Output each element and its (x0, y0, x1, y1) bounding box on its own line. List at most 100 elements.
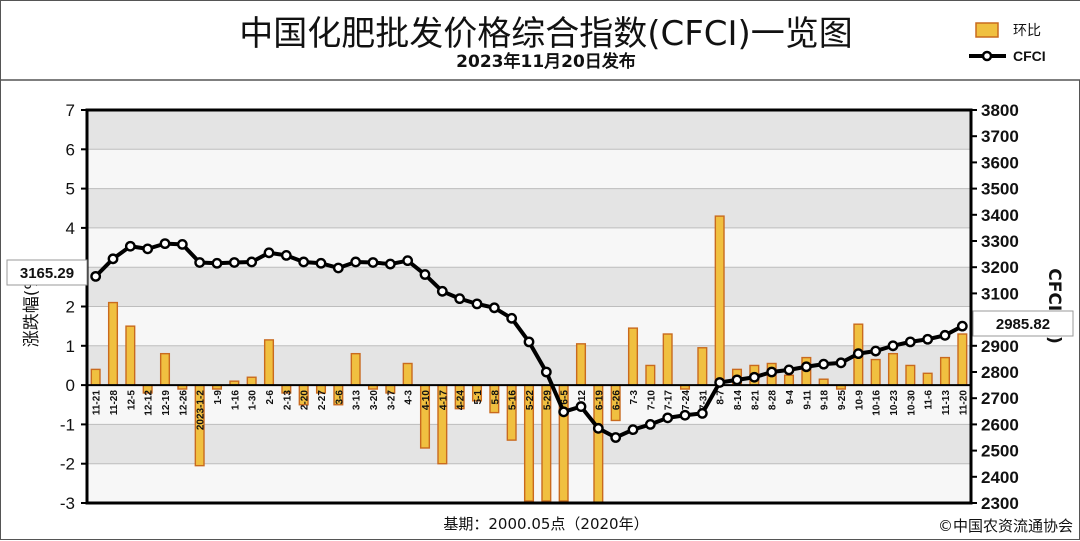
grid-band (87, 149, 971, 189)
cfci-point-10-23 (887, 340, 899, 352)
end-value-label: 2985.82 (996, 316, 1050, 333)
cfci-point-7-17 (662, 412, 674, 424)
right-tick-label: 3700 (981, 127, 1019, 146)
cfci-point-11-21 (90, 270, 102, 282)
x-tick-label: 5-29 (542, 390, 553, 410)
right-tick-label: 3500 (981, 180, 1019, 199)
x-tick-label: 6-12 (577, 390, 588, 410)
x-tick-label: 7-17 (664, 390, 675, 410)
cfci-point-5-8 (488, 302, 500, 314)
bar-4-3 (402, 362, 413, 386)
bar-7-3 (627, 327, 639, 386)
bar-7-31 (697, 347, 708, 386)
x-tick-label: 3-13 (352, 390, 363, 410)
cfci-point-12-12 (142, 243, 154, 255)
x-tick-label: 10-23 (889, 390, 900, 416)
right-tick-label: 3600 (981, 153, 1019, 172)
x-tick-label: 7-31 (698, 390, 709, 410)
x-tick-label: 10-16 (872, 390, 883, 416)
bar-7-10 (645, 364, 656, 386)
left-tick-label: 1 (66, 337, 75, 356)
x-tick-label: 2023-1-2 (196, 390, 207, 430)
bar-2-6 (263, 339, 275, 386)
cfci-point-7-31 (696, 407, 708, 419)
x-tick-label: 9-25 (837, 390, 848, 410)
x-tick-label: 3-27 (386, 390, 397, 410)
cfci-point-10-30 (904, 336, 916, 348)
start-value-label: 3165.29 (20, 265, 74, 282)
x-tick-label: 4-10 (421, 390, 432, 410)
right-tick-label: 2600 (981, 415, 1019, 434)
x-tick-label: 4-24 (456, 390, 467, 410)
plot-area: 11-21 11-28 12-5 12-12 12-19 12-26 2023-1-2 1-9… (85, 108, 973, 505)
cfci-point-6-19 (592, 422, 604, 434)
bar-8-7 (714, 215, 725, 386)
x-tick-label: 1-30 (248, 390, 259, 410)
end-value-box (972, 310, 1074, 337)
footer-base-period: 基期：2000.05点（2020年） (443, 515, 648, 533)
cfci-point-12-19 (159, 238, 171, 250)
x-tick-label: 11-21 (92, 390, 103, 415)
right-tick-label: 3800 (981, 101, 1019, 120)
x-tick-label: 2-27 (317, 390, 328, 410)
cfci-point-12-5 (124, 240, 136, 252)
cfci-point-10-16 (870, 345, 882, 357)
x-axis-labels: 11-21 11-28 12-5 12-12 12-19 12-26 2023-1-2 1-9… (92, 390, 970, 430)
right-tick-label: 2900 (981, 337, 1019, 356)
grid-band (87, 188, 971, 228)
bar-3-13 (350, 352, 361, 386)
legend-label-mom: 环比 (1013, 23, 1041, 39)
x-tick-label: 12-5 (126, 390, 137, 410)
right-tick-label: 2700 (981, 389, 1019, 408)
left-axis-title: 涨跌幅(%) (22, 267, 42, 347)
grid-band (87, 110, 971, 150)
left-axis: -3-2-101234567 (60, 101, 87, 513)
right-tick-label: 3300 (981, 232, 1019, 251)
x-tick-label: 10-30 (906, 390, 917, 416)
x-tick-label: 7-24 (681, 390, 692, 410)
cfci-point-2-13 (280, 250, 292, 261)
x-tick-label: 2-20 (300, 390, 311, 410)
chart-title: 中国化肥批发价格综合指数(CFCI)一览图 (239, 14, 853, 54)
left-tick-label: 0 (66, 376, 75, 395)
cfci-point-5-22 (523, 336, 535, 348)
x-tick-label: 6-19 (594, 390, 605, 410)
cfci-point-7-3 (627, 424, 639, 436)
cfci-point-4-24 (454, 293, 466, 305)
start-value-box (6, 259, 88, 286)
x-tick-label: 12-12 (144, 390, 155, 416)
bar-6-12 (575, 343, 587, 386)
cfci-point-1-9 (211, 257, 223, 269)
cfci-point-11-20 (956, 320, 968, 332)
cfci-point-8-14 (731, 374, 743, 386)
right-tick-label: 2400 (981, 468, 1019, 487)
cfci-point-6-12 (575, 401, 587, 412)
x-tick-label: 1-16 (230, 390, 241, 410)
bar-10-16 (870, 358, 881, 386)
x-tick-label: 5-8 (490, 390, 501, 405)
x-tick-label: 12-26 (178, 390, 189, 416)
cfci-point-3-6 (332, 262, 344, 274)
x-tick-label: 11-13 (941, 390, 952, 415)
left-tick-label: 7 (66, 101, 75, 120)
bar-11-13 (939, 356, 951, 386)
bar-11-21 (90, 368, 101, 386)
cfci-point-1-16 (228, 257, 240, 268)
x-tick-label: 6-5 (560, 390, 571, 405)
cfci-point-3-20 (367, 257, 379, 268)
bar-12-19 (159, 352, 171, 386)
bar-11-28 (107, 301, 119, 386)
x-tick-label: 11-20 (958, 390, 969, 415)
x-tick-label: 8-28 (768, 390, 779, 410)
x-tick-label: 12-19 (161, 390, 172, 416)
left-tick-label: 2 (66, 298, 75, 317)
cfci-point-8-21 (748, 371, 760, 383)
bar-9-4 (783, 374, 795, 386)
x-tick-label: 2-6 (265, 390, 276, 405)
right-tick-label: 2500 (981, 442, 1019, 461)
right-tick-label: 2300 (981, 494, 1019, 513)
cfci-point-6-5 (558, 406, 570, 418)
x-tick-label: 5-1 (473, 390, 484, 405)
x-tick-label: 9-11 (802, 390, 813, 410)
title-band (1, 1, 1080, 80)
